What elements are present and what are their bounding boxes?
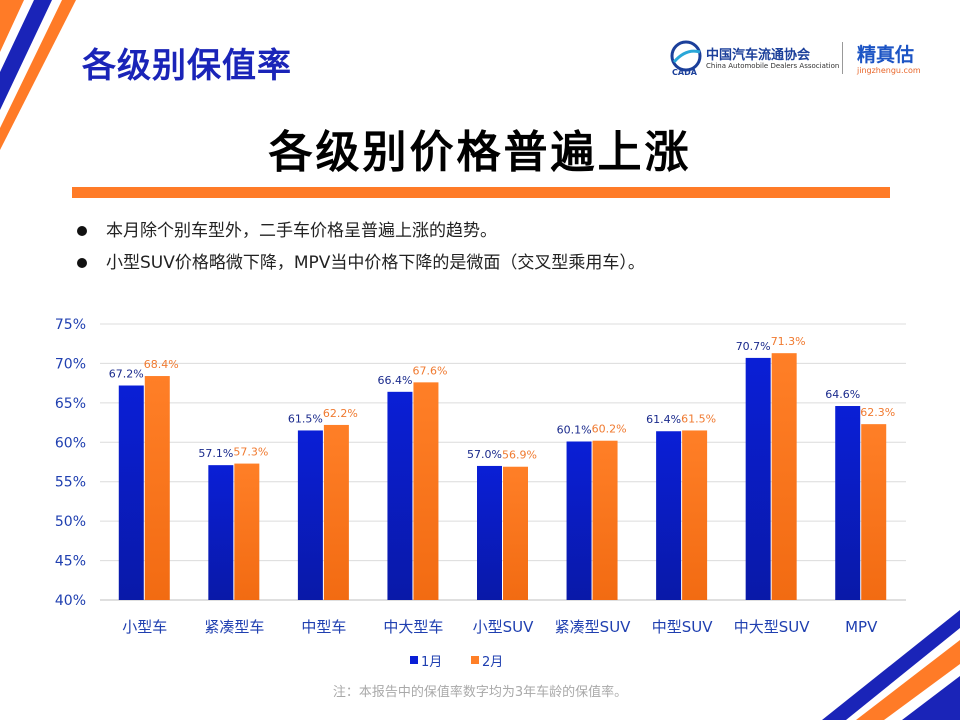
bar-series-2 [144, 376, 170, 600]
data-label: 57.0% [467, 448, 502, 461]
bar-series-2 [771, 353, 797, 600]
data-label: 56.9% [502, 449, 537, 462]
bar-series-1 [835, 406, 861, 600]
data-label: 70.7% [736, 340, 771, 353]
main-title: 各级别价格普遍上涨 [268, 127, 692, 178]
data-label: 57.3% [233, 446, 268, 459]
bar-series-2 [234, 463, 260, 600]
legend-label: 2月 [482, 655, 503, 670]
data-label: 61.5% [288, 412, 323, 425]
page-header-title: 各级别保值率 [82, 46, 292, 86]
data-label: 57.1% [198, 447, 233, 460]
legend-swatch [471, 656, 479, 664]
y-tick-label: 50% [55, 514, 86, 530]
bullet-item: 小型SUV价格略微下降，MPV当中价格下降的是微面（交叉型乘用车）。 [72, 250, 645, 282]
bar-series-1 [297, 430, 323, 600]
y-tick-label: 70% [55, 356, 86, 372]
bar-series-1 [566, 441, 592, 600]
x-tick-label: 中型车 [301, 618, 346, 636]
y-tick-label: 65% [55, 396, 86, 412]
x-tick-label: 紧凑型车 [204, 618, 264, 636]
y-tick-label: 75% [55, 317, 86, 333]
bar-series-2 [682, 430, 708, 600]
logo-divider [842, 42, 843, 74]
data-label: 61.5% [681, 412, 716, 425]
data-label: 60.2% [592, 423, 627, 436]
jzg-logo-url: jingzhengu.com [857, 66, 921, 75]
data-label: 71.3% [771, 335, 806, 348]
bullet-list: 本月除个别车型外，二手车价格呈普遍上涨的趋势。 小型SUV价格略微下降，MPV当… [72, 218, 645, 282]
bar-series-2 [413, 382, 439, 600]
title-underline-bar [72, 187, 890, 198]
footnote: 注：本报告中的保值率数字均为3年车龄的保值率。 [332, 685, 628, 700]
x-tick-label: 中型SUV [652, 618, 714, 636]
data-label: 67.6% [412, 364, 447, 377]
bar-series-1 [118, 385, 144, 600]
data-label: 60.1% [557, 423, 592, 436]
bar-series-2 [861, 424, 887, 600]
bullet-item: 本月除个别车型外，二手车价格呈普遍上涨的趋势。 [72, 218, 645, 250]
bar-series-2 [592, 440, 618, 600]
y-tick-label: 60% [55, 435, 86, 451]
x-tick-label: MPV [845, 618, 878, 636]
logo-area: CADA 中国汽车流通协会 China Automobile Dealers A… [668, 38, 938, 78]
bar-series-1 [208, 465, 234, 600]
data-label: 64.6% [825, 388, 860, 401]
bar-series-1 [387, 391, 413, 600]
x-tick-label: 中大型车 [383, 618, 443, 636]
bar-series-1 [477, 465, 502, 600]
x-tick-label: 紧凑型SUV [555, 618, 632, 636]
legend-swatch [410, 656, 418, 664]
data-label: 66.4% [377, 374, 412, 387]
bar-series-2 [323, 424, 349, 600]
data-label: 62.3% [860, 406, 895, 419]
cada-name: 中国汽车流通协会 [706, 48, 811, 63]
y-tick-label: 45% [55, 554, 86, 570]
bar-series-2 [503, 466, 528, 600]
bar-series-1 [745, 357, 771, 600]
y-tick-label: 40% [55, 593, 86, 609]
y-tick-label: 55% [55, 475, 86, 491]
x-tick-label: 小型车 [122, 618, 167, 636]
data-label: 68.4% [144, 358, 179, 371]
legend-label: 1月 [421, 655, 442, 670]
retention-rate-bar-chart: 40% 45% 50% 55% 60% 65% 70% 75% 67.2%68.4% 小型车 57.… [55, 317, 906, 670]
cada-english-name: China Automobile Dealers Association [706, 62, 840, 70]
x-tick-label: 中大型SUV [734, 618, 811, 636]
cada-logo-icon: CADA [670, 40, 702, 76]
bar-series-1 [656, 431, 682, 600]
cada-abbr: CADA [672, 68, 698, 76]
data-label: 67.2% [109, 368, 144, 381]
x-tick-label: 小型SUV [473, 618, 535, 636]
data-label: 62.2% [323, 407, 358, 420]
data-label: 61.4% [646, 413, 681, 426]
jzg-logo-name: 精真估 [857, 44, 915, 66]
